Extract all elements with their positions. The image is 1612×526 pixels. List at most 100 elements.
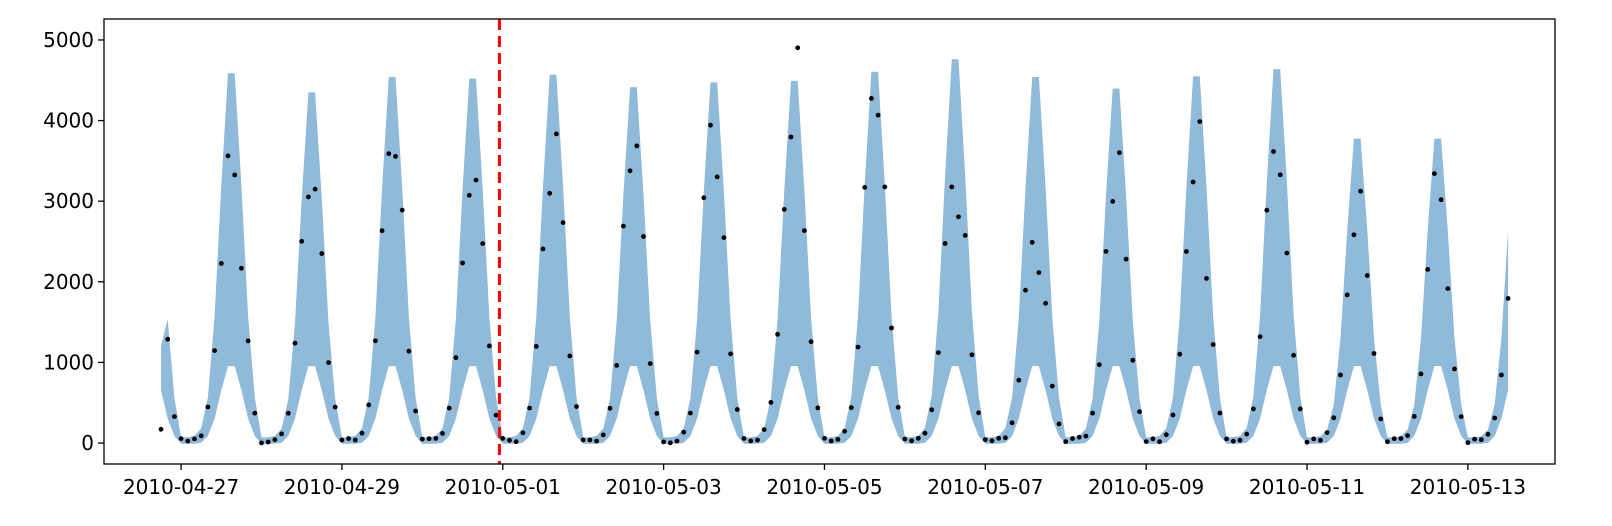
observed-point	[218, 261, 224, 266]
observed-point	[1177, 351, 1183, 357]
observed-point	[1110, 199, 1116, 204]
observed-point	[440, 431, 445, 436]
observed-point	[326, 360, 331, 365]
observed-point	[768, 400, 774, 405]
observed-point	[487, 343, 492, 349]
observed-point	[1478, 437, 1484, 443]
observed-point	[802, 228, 807, 234]
observed-point	[1251, 406, 1256, 412]
observed-point	[312, 186, 318, 192]
observed-point	[1297, 406, 1303, 412]
observed-point	[969, 352, 975, 358]
observed-point	[1358, 188, 1363, 194]
observed-point	[688, 410, 693, 416]
observed-point	[1465, 440, 1471, 446]
observed-point	[1318, 437, 1323, 443]
observed-point	[279, 431, 284, 437]
observed-point	[1130, 357, 1136, 363]
observed-point	[1411, 414, 1417, 419]
observed-point	[828, 438, 834, 444]
observed-point	[198, 433, 204, 439]
observed-point	[1210, 342, 1216, 347]
observed-point	[1003, 435, 1008, 441]
observed-point	[299, 238, 305, 244]
observed-point	[413, 408, 418, 414]
observed-point	[775, 331, 780, 337]
observed-point	[319, 251, 325, 256]
x-tick-label: 2010-05-09	[1088, 475, 1204, 499]
observed-point	[192, 436, 197, 442]
observed-point	[714, 174, 720, 180]
observed-point	[661, 439, 666, 445]
observed-point	[1311, 436, 1317, 442]
observed-point	[835, 437, 841, 442]
observed-point	[1016, 377, 1022, 383]
observed-point	[1291, 352, 1296, 358]
y-tick-label: 3000	[43, 189, 94, 213]
x-tick-label: 2010-04-29	[284, 475, 400, 499]
observed-point	[781, 207, 787, 212]
observed-point	[533, 344, 539, 349]
observed-point	[285, 410, 291, 416]
observed-point	[1485, 431, 1491, 437]
observed-points-layer	[158, 45, 1511, 446]
observed-point	[694, 349, 700, 355]
observed-point	[580, 437, 586, 443]
observed-point	[225, 153, 231, 159]
observed-point	[1445, 286, 1451, 291]
observed-point	[1344, 292, 1350, 298]
observed-point	[513, 439, 519, 445]
observed-point	[1378, 416, 1384, 422]
observed-point	[178, 436, 184, 441]
observed-point	[1452, 366, 1457, 372]
observed-point	[734, 407, 740, 412]
observed-point	[1324, 430, 1330, 435]
observed-point	[1063, 439, 1069, 445]
observed-point	[252, 410, 258, 416]
observed-point	[480, 241, 486, 247]
observed-point	[560, 220, 566, 226]
observed-point	[962, 233, 968, 238]
observed-point	[1405, 433, 1410, 438]
observed-point	[607, 405, 613, 411]
observed-point	[1170, 412, 1176, 418]
observed-point	[1049, 383, 1055, 389]
observed-point	[554, 131, 559, 137]
observed-point	[386, 151, 392, 157]
observed-point	[822, 435, 827, 441]
x-tick-label: 2010-04-27	[123, 475, 239, 499]
observed-point	[540, 246, 546, 252]
observed-point	[379, 228, 385, 234]
observed-point	[1204, 276, 1209, 281]
observed-point	[949, 184, 955, 190]
observed-point	[909, 438, 914, 444]
observed-point	[205, 404, 211, 410]
observed-point	[982, 437, 988, 442]
observed-point	[795, 45, 801, 51]
observed-point	[1096, 362, 1102, 368]
observed-point	[761, 427, 767, 432]
observed-point	[306, 194, 311, 200]
observed-point	[366, 402, 372, 408]
observed-point	[1009, 420, 1015, 426]
observed-point	[332, 404, 338, 410]
observed-point	[1190, 179, 1196, 185]
observed-point	[1076, 434, 1082, 440]
x-tick-label: 2010-05-07	[927, 475, 1043, 499]
observed-point	[1137, 409, 1142, 415]
observed-point	[1364, 273, 1370, 278]
observed-point	[292, 340, 298, 346]
observed-point	[855, 344, 861, 350]
observed-point	[1157, 439, 1162, 445]
observed-point	[748, 438, 754, 444]
observed-point	[1425, 267, 1431, 272]
observed-point	[1224, 436, 1229, 442]
observed-point	[1271, 149, 1276, 154]
observed-point	[1117, 150, 1122, 156]
observed-point	[869, 96, 874, 101]
plot-frame	[103, 18, 1556, 465]
observed-point	[1277, 172, 1283, 178]
observed-point	[741, 436, 747, 441]
observed-point	[1264, 207, 1270, 213]
observed-point	[895, 404, 901, 410]
